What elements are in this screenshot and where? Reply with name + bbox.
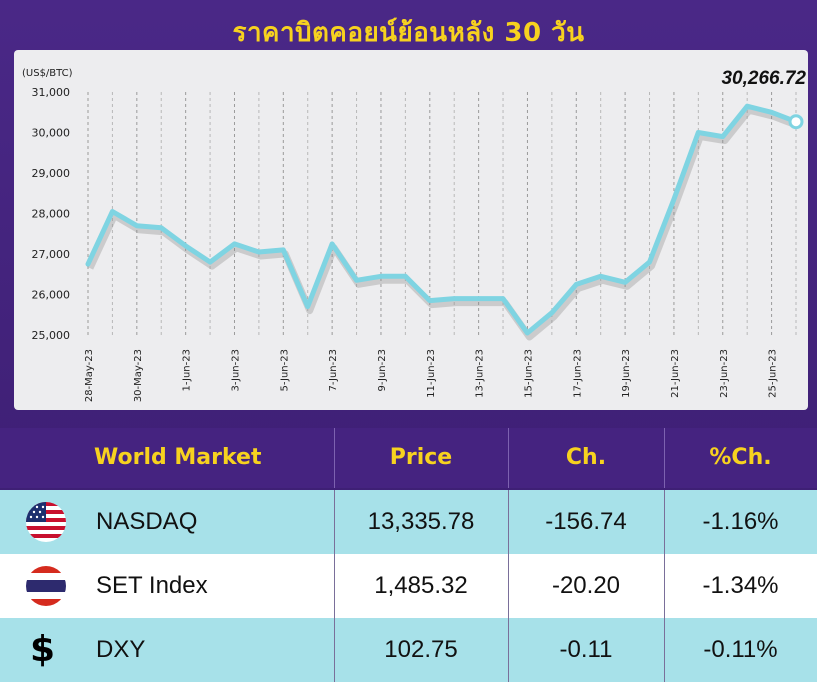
y-tick-label: 26,000	[32, 289, 71, 302]
x-tick-label: 15-Jun-23	[523, 349, 534, 398]
x-tick-label: 1-Jun-23	[182, 349, 193, 392]
column-divider	[334, 618, 335, 682]
header-change: Ch.	[565, 445, 607, 470]
y-tick-label: 28,000	[32, 208, 71, 221]
x-tick-label: 30-May-23	[133, 349, 144, 402]
market-change: -156.74	[545, 508, 627, 535]
chart-panel: (US$/BTC) 25,000 26,000 27,000 28,000 29,000 3…	[14, 50, 808, 410]
column-divider	[508, 490, 509, 554]
x-tick-label: 7-Jun-23	[328, 349, 339, 392]
y-tick-label: 27,000	[32, 248, 71, 261]
column-divider	[508, 554, 509, 618]
x-tick-label: 9-Jun-23	[377, 349, 388, 392]
table-row-set-index: SET Index 1,485.32 -20.20 -1.34%	[0, 554, 817, 618]
y-tick-label: 30,000	[32, 127, 71, 140]
data-point	[477, 297, 481, 301]
header-divider	[508, 428, 509, 488]
data-point	[184, 244, 188, 248]
data-point	[696, 131, 700, 134]
header-pct-change: %Ch.	[709, 445, 772, 470]
market-change: -20.20	[551, 572, 621, 599]
y-axis-unit-label: (US$/BTC)	[22, 68, 73, 79]
last-value-marker	[788, 114, 804, 130]
data-point	[355, 278, 359, 282]
table-row-dxy: $ DXY 102.75 -0.11 -0.11%	[0, 618, 817, 682]
x-tick-label: 13-Jun-23	[475, 349, 486, 398]
column-divider	[664, 618, 665, 682]
x-tick-label: 3-Jun-23	[230, 349, 241, 392]
data-point	[452, 297, 456, 301]
data-point	[525, 331, 529, 335]
data-point	[257, 250, 261, 254]
data-point	[648, 260, 652, 264]
data-point	[135, 224, 139, 228]
data-point	[403, 274, 407, 278]
header-price: Price	[389, 445, 453, 470]
market-name: NASDAQ	[96, 508, 198, 535]
column-divider	[334, 554, 335, 618]
market-price: 1,485.32	[374, 572, 468, 599]
data-point	[306, 305, 310, 309]
column-divider	[664, 490, 665, 554]
data-point	[574, 282, 578, 286]
thai-flag-icon	[26, 566, 66, 606]
x-tick-label: 5-Jun-23	[279, 349, 290, 392]
market-pct-change: -1.16%	[702, 508, 779, 535]
data-point	[159, 226, 163, 230]
data-point	[86, 262, 90, 266]
data-point	[208, 260, 212, 264]
data-point	[501, 297, 505, 301]
market-name: SET Index	[96, 572, 208, 599]
x-tick-label: 21-Jun-23	[670, 349, 681, 398]
data-point	[623, 280, 627, 284]
data-point	[770, 110, 774, 114]
column-divider	[664, 554, 665, 618]
market-price: 102.75	[384, 636, 458, 663]
data-point	[110, 209, 114, 213]
x-tick-label: 17-Jun-23	[572, 349, 583, 398]
data-point	[330, 242, 334, 246]
data-point	[281, 248, 285, 252]
data-point	[745, 104, 749, 108]
price-line-series	[85, 103, 799, 336]
table-header: World Market Price Ch. %Ch.	[0, 428, 817, 488]
data-point	[550, 311, 554, 315]
last-value-label: 30,266.72	[721, 68, 806, 89]
x-tick-label: 23-Jun-23	[719, 349, 730, 398]
x-tick-label: 28-May-23	[84, 349, 95, 402]
y-tick-label: 25,000	[32, 329, 71, 342]
column-divider	[508, 618, 509, 682]
y-tick-label: 31,000	[32, 86, 71, 99]
data-point	[599, 274, 603, 278]
market-price: 13,335.78	[367, 508, 475, 535]
market-pct-change: -1.34%	[702, 572, 779, 599]
data-point	[379, 274, 383, 278]
header-world-market: World Market	[94, 445, 262, 470]
header-divider	[334, 428, 335, 488]
table-row-nasdaq: NASDAQ 13,335.78 -156.74 -1.16%	[0, 490, 817, 554]
column-divider	[334, 490, 335, 554]
market-name: DXY	[96, 636, 146, 663]
price-line-chart: (US$/BTC) 25,000 26,000 27,000 28,000 29,000 3…	[22, 68, 806, 402]
data-point	[232, 242, 236, 246]
x-tick-label: 11-Jun-23	[426, 349, 437, 398]
page-title: ราคาบิตคอยน์ย้อนหลัง 30 วัน	[232, 18, 585, 48]
market-change: -0.11	[559, 636, 613, 663]
x-tick-label: 25-Jun-23	[768, 349, 779, 398]
dollar-icon: $	[30, 629, 56, 670]
x-tick-label: 19-Jun-23	[621, 349, 632, 398]
market-pct-change: -0.11%	[703, 636, 778, 663]
data-point	[428, 299, 432, 303]
y-tick-label: 29,000	[32, 167, 71, 180]
us-flag-icon	[26, 502, 66, 542]
world-market-table: World Market Price Ch. %Ch. NASDAQ 13,3	[0, 428, 817, 682]
data-point	[721, 135, 725, 139]
header-divider	[664, 428, 665, 488]
data-point	[672, 197, 676, 201]
